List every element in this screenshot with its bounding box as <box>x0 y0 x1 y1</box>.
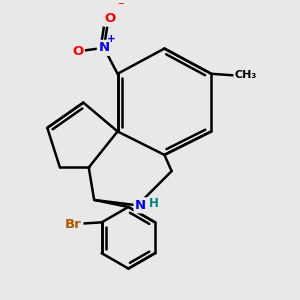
Text: N: N <box>135 199 146 212</box>
Text: N: N <box>98 41 110 54</box>
Text: Br: Br <box>65 218 82 231</box>
Text: ⁻: ⁻ <box>117 0 124 13</box>
Text: H: H <box>149 197 159 210</box>
Text: O: O <box>104 12 116 25</box>
Text: O: O <box>72 45 83 58</box>
Text: +: + <box>107 34 116 44</box>
Text: CH₃: CH₃ <box>235 70 257 80</box>
